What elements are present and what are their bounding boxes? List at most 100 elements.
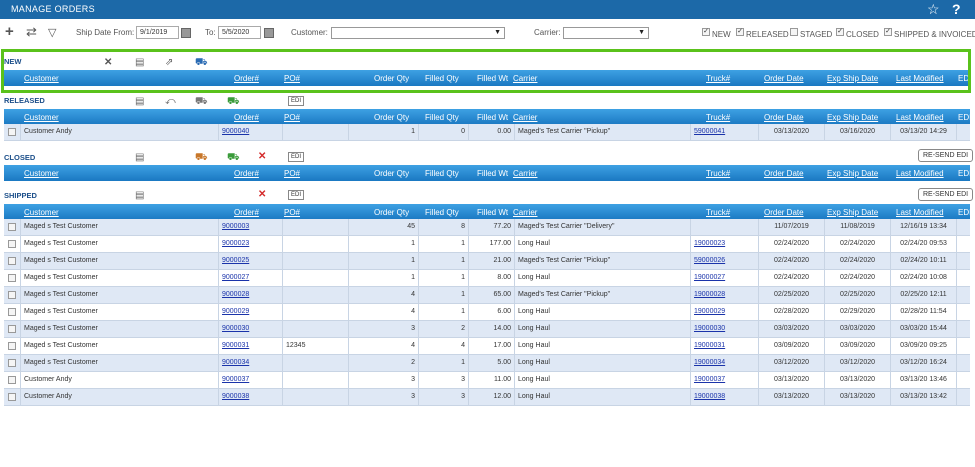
edi-button[interactable]: EDI — [288, 190, 305, 200]
column-customer[interactable]: Customer — [24, 208, 59, 217]
customer-select[interactable]: ▼ — [331, 27, 505, 39]
table-row[interactable]: Maged s Test Customer 9000031 12345 4 4 17.00… — [4, 338, 970, 355]
column-truck-number[interactable]: Truck# — [706, 74, 731, 83]
export-icon[interactable]: ⇗ — [165, 57, 174, 68]
table-row[interactable]: Maged s Test Customer 9000030 3 2 14.00 Long … — [4, 321, 970, 338]
truck-icon[interactable]: ⛟ — [195, 96, 208, 107]
document-icon[interactable]: ▤ — [135, 190, 145, 201]
column-customer[interactable]: Customer — [24, 113, 59, 122]
order-number-link[interactable]: 9000037 — [222, 376, 250, 383]
filter-shipped-checkbox[interactable]: ✓ — [884, 28, 892, 36]
order-number-link[interactable]: 9000028 — [222, 291, 250, 298]
column-last-modified[interactable]: Last Modified — [896, 208, 944, 217]
cancel-icon[interactable]: ✕ — [104, 57, 113, 68]
filter-icon[interactable]: ▽ — [48, 27, 57, 39]
column-carrier[interactable]: Carrier — [513, 113, 538, 122]
row-checkbox[interactable] — [8, 376, 16, 384]
column-order-number[interactable]: Order# — [234, 74, 259, 83]
table-row[interactable]: Maged s Test Customer 9000023 1 1 177.00 Long… — [4, 236, 970, 253]
truck-number-link[interactable]: 59000041 — [694, 128, 726, 135]
table-row[interactable]: Maged s Test Customer 9000034 2 1 5.00 Long H… — [4, 355, 970, 372]
column-truck-number[interactable]: Truck# — [706, 169, 731, 178]
help-icon[interactable]: ? — [952, 1, 961, 17]
column-po-number[interactable]: PO# — [284, 169, 301, 178]
truck-number-link[interactable]: 19000031 — [694, 342, 726, 349]
delete-truck-icon[interactable]: ✕ — [258, 189, 267, 200]
column-carrier[interactable]: Carrier — [513, 208, 538, 217]
column-carrier[interactable]: Carrier — [513, 74, 538, 83]
document-icon[interactable]: ▤ — [135, 96, 145, 107]
edi-button[interactable]: EDI — [288, 152, 305, 162]
column-po-number[interactable]: PO# — [284, 208, 301, 217]
column-customer[interactable]: Customer — [24, 74, 59, 83]
truck-number-link[interactable]: 19000027 — [694, 274, 726, 281]
column-truck-number[interactable]: Truck# — [706, 113, 731, 122]
order-number-link[interactable]: 9000030 — [222, 325, 250, 332]
column-order-number[interactable]: Order# — [234, 113, 259, 122]
row-checkbox[interactable] — [8, 128, 16, 136]
column-last-modified[interactable]: Last Modified — [896, 169, 944, 178]
column-customer[interactable]: Customer — [24, 169, 59, 178]
row-checkbox[interactable] — [8, 257, 16, 265]
row-checkbox[interactable] — [8, 308, 16, 316]
column-order-number[interactable]: Order# — [234, 208, 259, 217]
column-order-date[interactable]: Order Date — [764, 74, 804, 83]
column-truck-number[interactable]: Truck# — [706, 208, 731, 217]
calendar-icon[interactable] — [181, 28, 191, 38]
column-exp-ship-date[interactable]: Exp Ship Date — [827, 113, 879, 122]
truck-number-link[interactable]: 19000029 — [694, 308, 726, 315]
column-order-date[interactable]: Order Date — [764, 113, 804, 122]
column-carrier[interactable]: Carrier — [513, 169, 538, 178]
truck-number-link[interactable]: 19000030 — [694, 325, 726, 332]
calendar-icon[interactable] — [264, 28, 274, 38]
star-icon[interactable]: ☆ — [927, 1, 940, 17]
row-checkbox[interactable] — [8, 393, 16, 401]
row-checkbox[interactable] — [8, 342, 16, 350]
truck-icon[interactable]: ⛟ — [195, 57, 208, 68]
carrier-select[interactable]: ▼ — [563, 27, 649, 39]
row-checkbox[interactable] — [8, 274, 16, 282]
table-row[interactable]: Customer Andy 9000038 3 3 12.00 Long Haul 1900… — [4, 389, 970, 406]
truck-check-icon[interactable]: ⛟ — [227, 152, 240, 163]
table-row[interactable]: Maged s Test Customer 9000028 4 1 65.00 Maged… — [4, 287, 970, 304]
truck-number-link[interactable]: 19000037 — [694, 376, 726, 383]
order-number-link[interactable]: 9000023 — [222, 240, 250, 247]
truck-number-link[interactable]: 19000034 — [694, 359, 726, 366]
column-order-date[interactable]: Order Date — [764, 208, 804, 217]
order-number-link[interactable]: 9000003 — [222, 223, 250, 230]
order-number-link[interactable]: 9000025 — [222, 257, 250, 264]
column-last-modified[interactable]: Last Modified — [896, 113, 944, 122]
resend-edi-button[interactable]: RE-SEND EDI — [918, 149, 974, 162]
table-row[interactable]: Maged s Test Customer 9000003 45 8 77.20 Mage… — [4, 219, 970, 236]
refresh-icon[interactable]: ⇄ — [26, 24, 37, 39]
column-last-modified[interactable]: Last Modified — [896, 74, 944, 83]
ship-date-to-input[interactable]: 5/5/2020 — [218, 26, 261, 39]
ship-date-from-input[interactable]: 9/1/2019 — [136, 26, 179, 39]
filter-staged-checkbox[interactable] — [790, 28, 798, 36]
truck-icon[interactable]: ⛟ — [195, 152, 208, 163]
column-exp-ship-date[interactable]: Exp Ship Date — [827, 169, 879, 178]
truck-number-link[interactable]: 19000028 — [694, 291, 726, 298]
order-number-link[interactable]: 9000038 — [222, 393, 250, 400]
order-number-link[interactable]: 9000029 — [222, 308, 250, 315]
truck-number-link[interactable]: 19000023 — [694, 240, 726, 247]
column-exp-ship-date[interactable]: Exp Ship Date — [827, 208, 879, 217]
document-icon[interactable]: ▤ — [135, 57, 145, 68]
row-checkbox[interactable] — [8, 359, 16, 367]
row-checkbox[interactable] — [8, 325, 16, 333]
edi-button[interactable]: EDI — [288, 96, 305, 106]
truck-number-link[interactable]: 19000038 — [694, 393, 726, 400]
table-row[interactable]: Maged s Test Customer 9000027 1 1 8.00 Long H… — [4, 270, 970, 287]
order-number-link[interactable]: 9000031 — [222, 342, 250, 349]
table-row[interactable]: Maged s Test Customer 9000029 4 1 6.00 Long H… — [4, 304, 970, 321]
column-exp-ship-date[interactable]: Exp Ship Date — [827, 74, 879, 83]
column-order-date[interactable]: Order Date — [764, 169, 804, 178]
column-po-number[interactable]: PO# — [284, 113, 301, 122]
undo-release-icon[interactable]: ⤺ — [165, 96, 176, 107]
row-checkbox[interactable] — [8, 240, 16, 248]
document-icon[interactable]: ▤ — [135, 152, 145, 163]
order-number-link[interactable]: 9000040 — [222, 128, 250, 135]
table-row[interactable]: Customer Andy 9000040 1 0 0.00 Maged's Test C… — [4, 124, 970, 141]
row-checkbox[interactable] — [8, 291, 16, 299]
table-row[interactable]: Customer Andy 9000037 3 3 11.00 Long Haul 1900… — [4, 372, 970, 389]
